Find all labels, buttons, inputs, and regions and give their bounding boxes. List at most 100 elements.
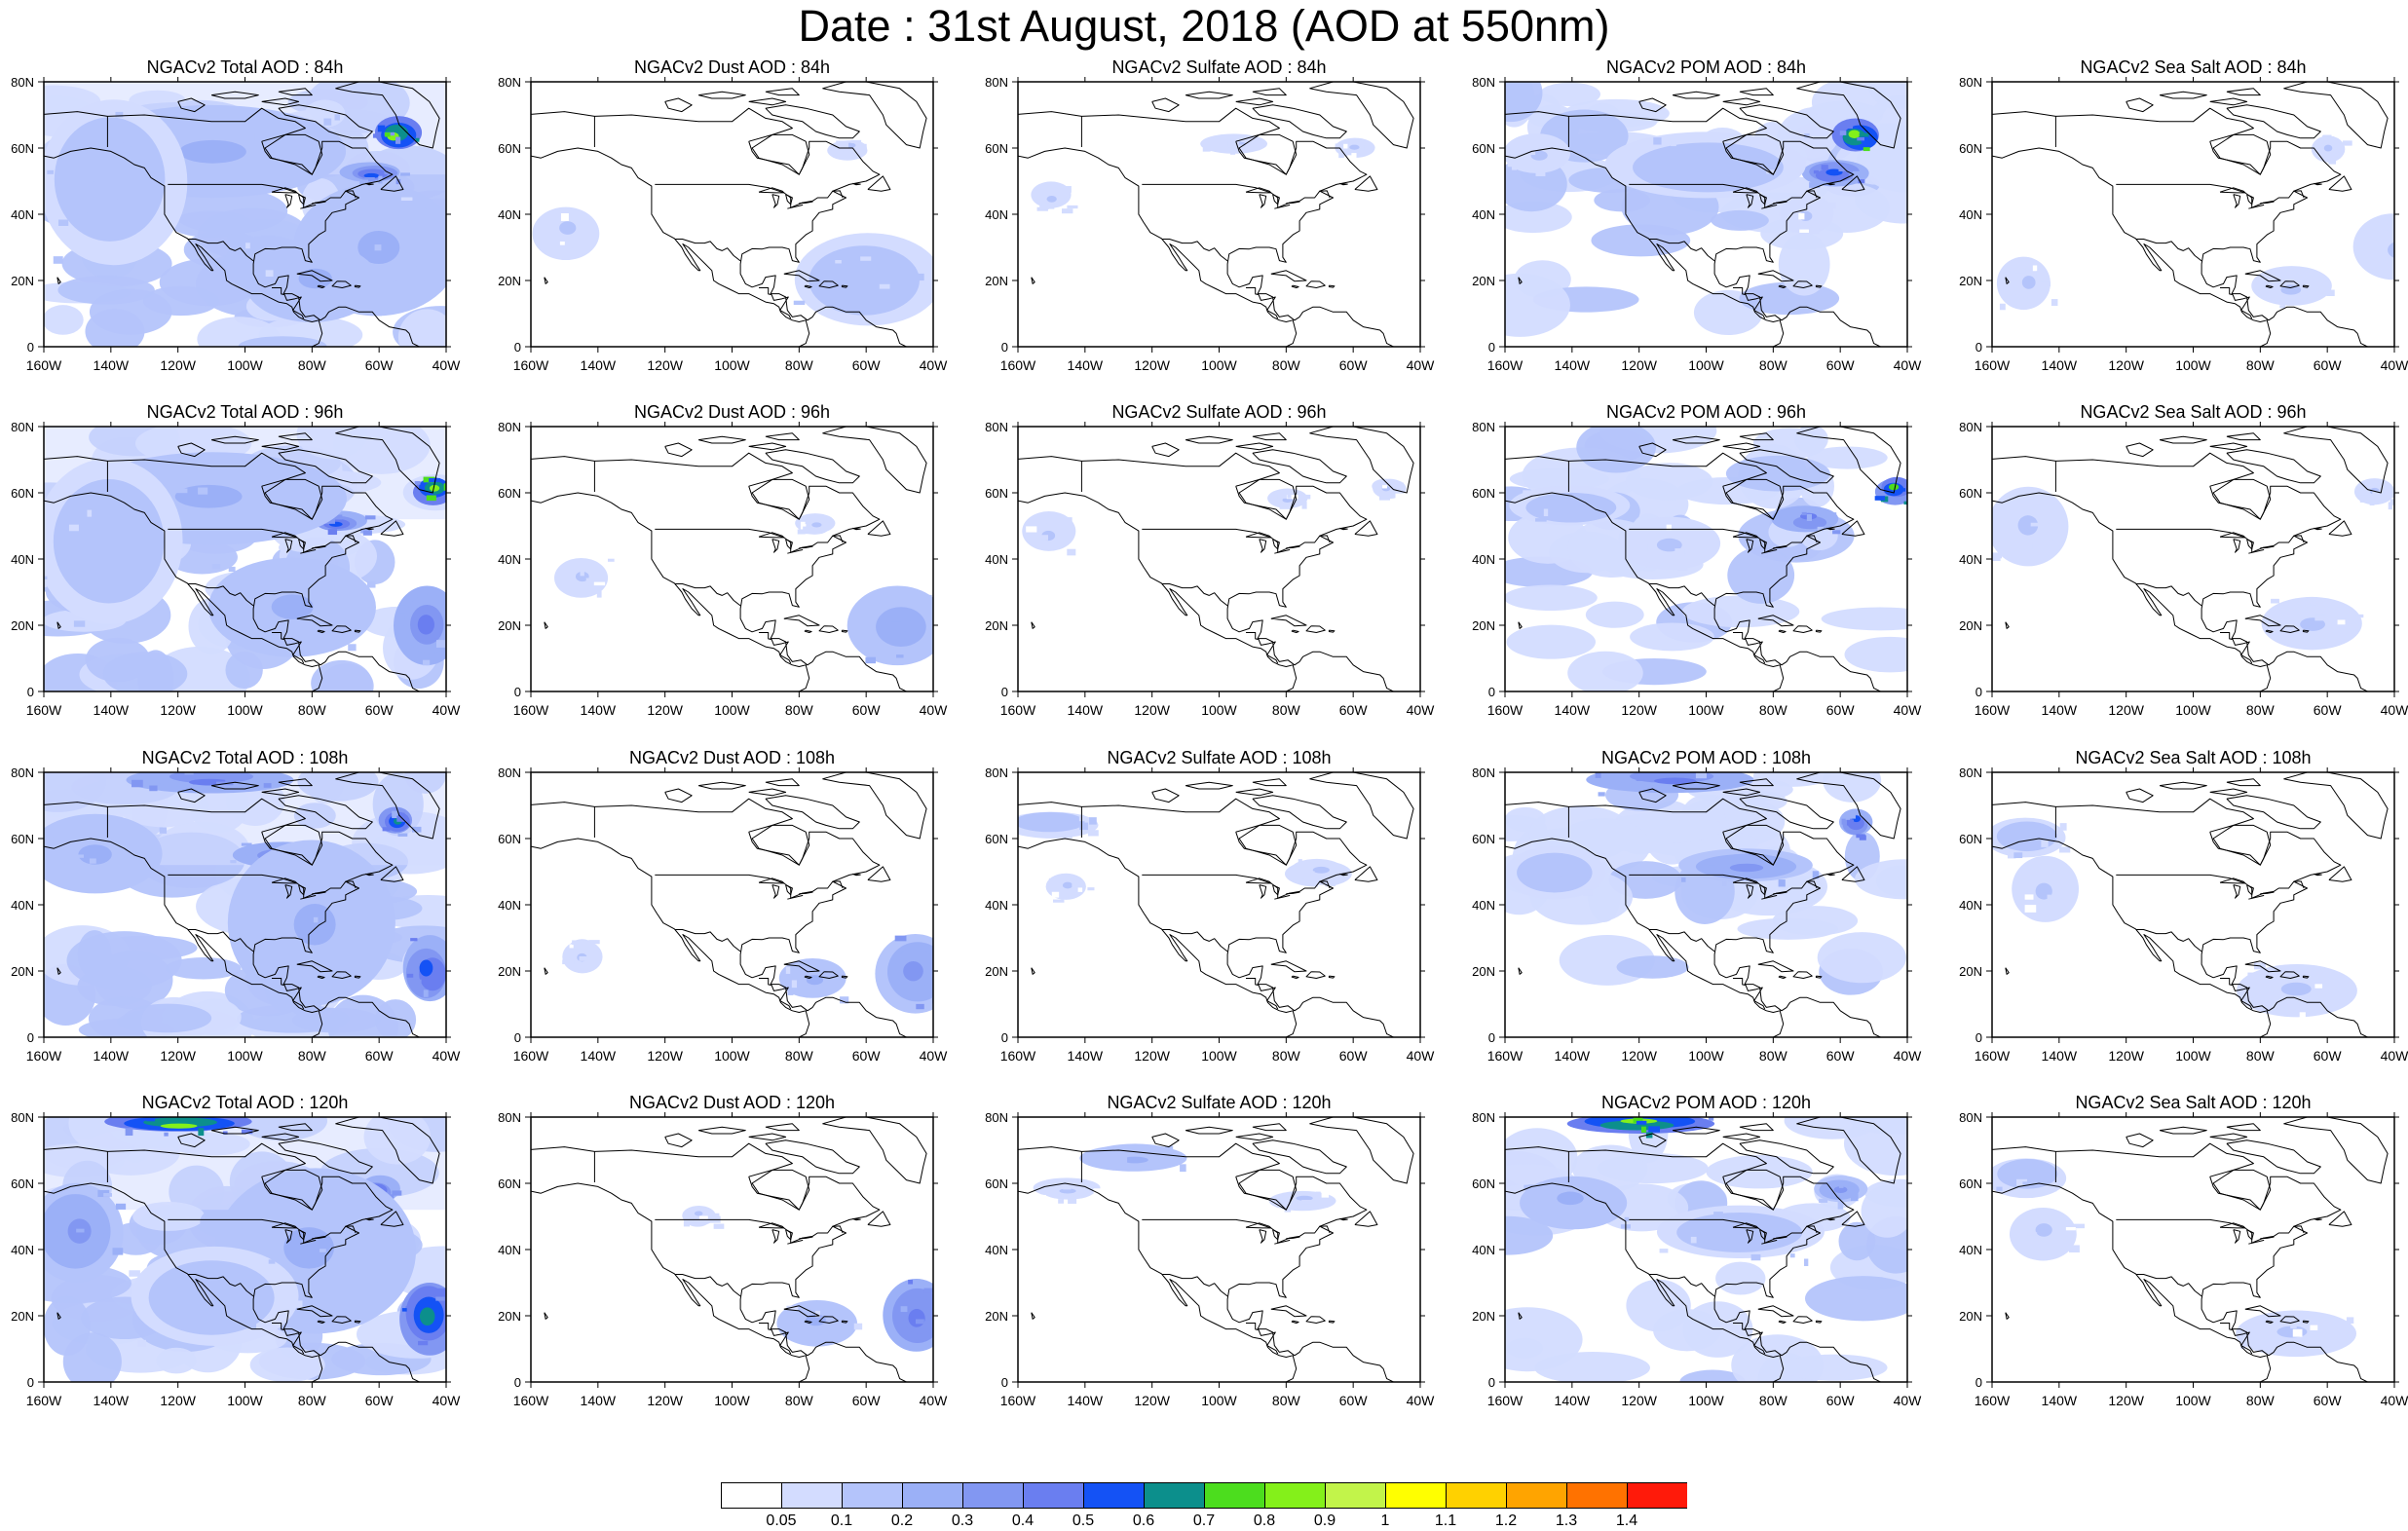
- aod-contour-fill: [1072, 882, 1081, 887]
- lon-tick-label: 160W: [1000, 1393, 1036, 1408]
- aod-contour-fill: [1302, 502, 1307, 509]
- colorbar-swatch: [722, 1483, 782, 1509]
- map-canvas: 160W 140W 120W 100W 80W 60W 40W 80N 60N 40N 20N 0: [1461, 745, 1948, 1105]
- map-panel: 160W 140W 120W 100W 80W 60W 40W 80N 60N 40N 20N 0 NG…: [1948, 55, 2408, 415]
- aod-contour-fill: [597, 591, 602, 598]
- aod-contour-fill: [1504, 584, 1598, 611]
- aod-contour-fill: [420, 1307, 434, 1326]
- aod-contour-fill: [1067, 549, 1075, 556]
- aod-contour-fill: [1063, 882, 1072, 889]
- map-canvas: 160W 140W 120W 100W 80W 60W 40W 80N 60N 40N 20N 0: [1948, 55, 2408, 415]
- colorbar-label: 1.1: [1435, 1512, 1456, 1529]
- aod-contour-fill: [1889, 484, 1899, 491]
- aod-contour-fill: [2388, 242, 2408, 258]
- aod-contour-fill: [2398, 251, 2403, 254]
- lon-tick-label: 140W: [1555, 357, 1591, 373]
- lon-tick-label: 40W: [920, 1048, 949, 1064]
- colorbar-label: 1.4: [1616, 1512, 1637, 1529]
- aod-contour-fill: [126, 1128, 133, 1136]
- lon-tick-label: 100W: [227, 357, 263, 373]
- lat-tick-label: 60N: [498, 1176, 521, 1191]
- lon-tick-label: 40W: [1407, 1048, 1436, 1064]
- aod-contour-fill: [58, 220, 68, 226]
- lon-tick-label: 140W: [2042, 1393, 2078, 1408]
- aod-contour-fill: [1379, 496, 1390, 501]
- aod-contour-fill: [47, 170, 54, 174]
- aod-contour-fill: [1713, 1212, 1723, 1217]
- aod-contour-fill: [2052, 1186, 2057, 1191]
- aod-contour-fill: [398, 834, 408, 837]
- aod-contour-fill: [710, 1214, 720, 1216]
- aod-contour-fill: [429, 478, 440, 482]
- map-canvas: 160W 140W 120W 100W 80W 60W 40W 80N 60N 40N 20N 0: [1461, 399, 1948, 760]
- aod-contour-fill: [385, 132, 391, 136]
- lon-tick-label: 140W: [94, 1048, 130, 1064]
- aod-contour-fill: [1047, 196, 1057, 203]
- aod-contour-fill: [581, 570, 584, 577]
- colorbar-swatch: [1567, 1483, 1628, 1509]
- lon-tick-label: 40W: [2381, 702, 2408, 718]
- aod-contour-fill: [402, 1308, 407, 1312]
- lon-tick-label: 120W: [160, 1048, 196, 1064]
- lat-tick-label: 60N: [498, 141, 521, 156]
- lon-tick-label: 120W: [1621, 1048, 1657, 1064]
- aod-contour-fill: [1822, 165, 1828, 169]
- lat-tick-label: 0: [1001, 1375, 1008, 1390]
- aod-contour-fill: [164, 1133, 168, 1137]
- aod-contour-fill: [1538, 497, 1544, 503]
- lon-tick-label: 100W: [227, 702, 263, 718]
- map-panel: 160W 140W 120W 100W 80W 60W 40W 80N 60N 40N 20N 0 NG…: [974, 1090, 1461, 1450]
- lat-tick-label: 0: [1975, 1375, 1982, 1390]
- lon-tick-label: 60W: [2314, 1393, 2343, 1408]
- lon-tick-label: 160W: [513, 1393, 549, 1408]
- aod-contour-fill: [1280, 504, 1292, 509]
- aod-contour-fill: [2399, 265, 2408, 272]
- lon-tick-label: 140W: [2042, 1048, 2078, 1064]
- aod-contour-fill: [415, 481, 421, 485]
- lon-tick-label: 160W: [26, 702, 62, 718]
- aod-contour-fill: [447, 981, 452, 989]
- aod-contour-fill: [1660, 1249, 1669, 1252]
- aod-contour-fill: [2330, 151, 2338, 155]
- colorbar-label: 0.4: [1012, 1512, 1034, 1529]
- aod-contour-fill: [146, 1115, 155, 1122]
- aod-contour-fill: [1079, 823, 1088, 831]
- aod-contour-fill: [229, 567, 236, 572]
- aod-contour-fill: [1653, 137, 1661, 144]
- aod-contour-fill: [1799, 230, 1809, 233]
- colorbar-label: 0.9: [1314, 1512, 1336, 1529]
- aod-contour-fill: [1715, 1262, 1765, 1295]
- aod-contour-fill: [1078, 887, 1083, 891]
- aod-contour-fill: [1607, 769, 1614, 777]
- lat-tick-label: 20N: [1959, 618, 1982, 633]
- panel-title: NGACv2 Total AOD : 96h: [2, 401, 489, 423]
- aod-contour-fill: [811, 522, 821, 527]
- aod-contour-fill: [1846, 812, 1850, 820]
- lon-tick-label: 60W: [852, 357, 882, 373]
- lon-tick-label: 140W: [1068, 357, 1104, 373]
- lon-tick-label: 80W: [1759, 1048, 1788, 1064]
- aod-contour-fill: [943, 1343, 953, 1349]
- lat-tick-label: 0: [1975, 685, 1982, 699]
- lon-tick-label: 40W: [1894, 1048, 1923, 1064]
- lon-tick-label: 100W: [714, 357, 750, 373]
- aod-contour-fill: [916, 1319, 924, 1324]
- aod-contour-fill: [1779, 879, 1786, 886]
- aod-contour-fill: [1548, 141, 1555, 148]
- aod-contour-fill: [794, 301, 806, 305]
- aod-contour-fill: [586, 578, 594, 580]
- aod-contour-fill: [560, 242, 565, 245]
- aod-contour-fill: [2029, 840, 2041, 847]
- lon-tick-label: 60W: [852, 1393, 882, 1408]
- aod-contour-fill: [156, 1348, 196, 1374]
- aod-contour-fill: [1287, 493, 1291, 499]
- lat-tick-label: 20N: [1472, 1309, 1495, 1324]
- lon-tick-label: 140W: [1068, 702, 1104, 718]
- aod-contour-fill: [1053, 900, 1064, 903]
- aod-contour-fill: [419, 952, 428, 956]
- lat-tick-label: 60N: [498, 832, 521, 846]
- aod-contour-fill: [851, 274, 863, 280]
- aod-contour-fill: [1798, 213, 1804, 219]
- aod-contour-fill: [423, 660, 430, 666]
- aod-contour-fill: [579, 956, 587, 961]
